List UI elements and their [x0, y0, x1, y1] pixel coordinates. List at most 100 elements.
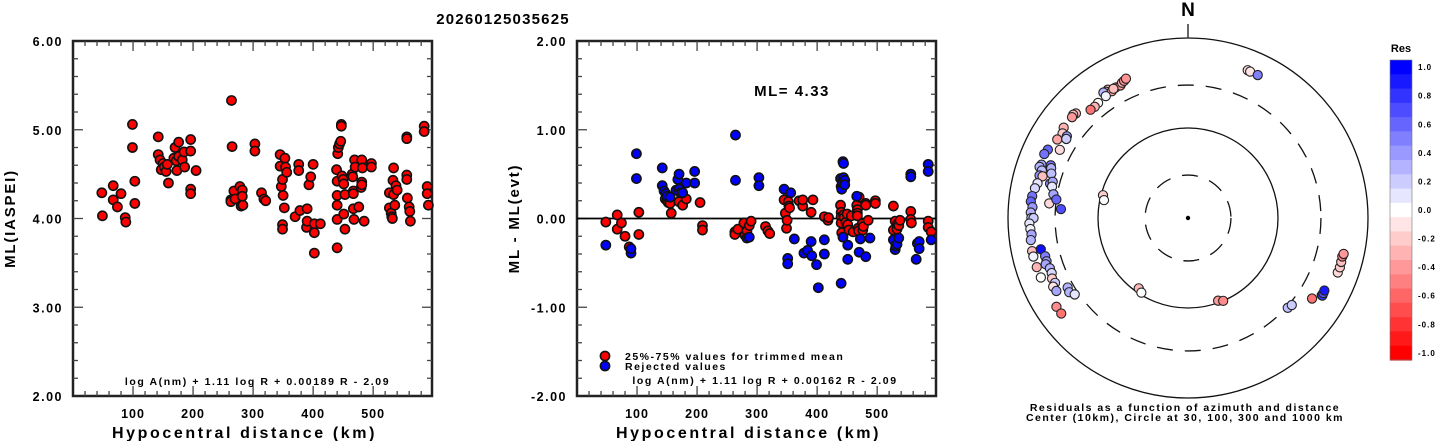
colorbar-segment [1390, 74, 1412, 90]
rejected-point [730, 129, 741, 141]
rejected-point [689, 177, 701, 189]
rejected-point [805, 236, 817, 247]
ml-data-point [356, 179, 368, 191]
ml-data-point [418, 126, 430, 137]
rejected-point [673, 168, 685, 180]
rejected-point [922, 166, 934, 177]
ml-data-point [314, 218, 326, 230]
trimmed-mean-point [860, 199, 872, 211]
colorbar-segment [1390, 217, 1412, 233]
x-tick-label: 100 [121, 407, 145, 421]
ml-data-point [404, 205, 416, 217]
colorbar-tick-label: -0.4 [1418, 263, 1436, 272]
station-residual-point [1306, 293, 1318, 304]
ml-data-point [185, 145, 197, 157]
colorbar-tick-label: 0.2 [1418, 177, 1432, 186]
x-tick-label: 100 [625, 407, 649, 421]
ml-data-point [301, 203, 313, 215]
ml-data-point [237, 199, 249, 211]
ml-data-point [347, 188, 359, 200]
distance-circle-100km [1097, 127, 1279, 309]
rejected-point [812, 282, 824, 294]
x-tick-label: 400 [301, 407, 325, 421]
station-residual-point [1051, 194, 1062, 205]
rejected-point [893, 232, 905, 244]
formula-annotation: log A(nm) + 1.11 log R + 0.00189 R - 2.0… [125, 376, 390, 388]
rejected-point [600, 239, 612, 251]
station-residual-point [1085, 104, 1096, 115]
trimmed-mean-point [862, 214, 874, 226]
rejected-point [785, 187, 797, 199]
ml-value-annotation: ML= 4.33 [754, 83, 830, 100]
ml-data-point [391, 184, 403, 196]
y-tick-label: 6.00 [33, 35, 63, 49]
ml-data-point [339, 223, 351, 235]
ml-data-point [129, 175, 141, 187]
station-residual-point [1338, 248, 1349, 260]
ml-data-point [277, 223, 288, 235]
trimmed-mean-point [633, 229, 645, 240]
trimmed-mean-point [805, 206, 817, 218]
rejected-point [782, 258, 794, 270]
x-tick-label: 500 [361, 407, 385, 421]
x-axis-label: Hypocentral distance (km) [112, 425, 377, 441]
rejected-point [788, 233, 800, 245]
ml-data-point [120, 216, 132, 228]
rejected-point [818, 248, 830, 260]
colorbar-segment [1390, 160, 1412, 175]
ml-data-point [97, 210, 108, 222]
station-residual-point [1061, 133, 1072, 145]
station-residual-point [1069, 289, 1080, 300]
ml-data-point [277, 190, 289, 201]
rejected-point [625, 243, 637, 255]
x-tick-label: 200 [181, 407, 205, 421]
colorbar-tick-label: -0.6 [1418, 292, 1436, 301]
rejected-point [910, 253, 922, 265]
rejected-point [730, 174, 741, 186]
series-stations [96, 95, 434, 259]
colorbar-segment [1390, 202, 1412, 218]
rejected-point [631, 173, 642, 184]
ml-data-point [389, 199, 401, 211]
trimmed-mean-point [764, 228, 776, 239]
polar-caption: Residuals as a function of azimuth and d… [1030, 402, 1340, 414]
station-residual-point [1108, 83, 1119, 94]
station-residual-point [1035, 272, 1046, 283]
colorbar-tick-label: 0.4 [1418, 149, 1432, 158]
ml-data-point [127, 119, 138, 130]
colorbar-tick-label: 0.0 [1418, 206, 1432, 215]
rejected-point [860, 251, 872, 263]
ml-data-point [358, 215, 370, 227]
y-tick-label: 0.00 [537, 213, 567, 227]
trimmed-mean-point [887, 200, 899, 212]
rejected-point [818, 234, 830, 246]
station-residuals [1024, 65, 1349, 319]
ml-data-point [404, 215, 416, 227]
y-tick-label: -2.00 [531, 390, 567, 404]
trimmed-mean-point [807, 194, 819, 206]
y-tick-label: 4.00 [33, 213, 63, 227]
ml-data-point [401, 174, 413, 185]
station-residual-point [1252, 69, 1263, 81]
colorbar-tick-label: 1.0 [1418, 63, 1432, 72]
colorbar-segment [1390, 245, 1412, 261]
ml-data-point [190, 165, 202, 176]
rejected-point [806, 250, 818, 262]
ml-data-point [401, 192, 413, 204]
trimmed-mean-point [619, 230, 631, 242]
colorbar-segment [1390, 145, 1412, 161]
colorbar-segment [1390, 88, 1412, 104]
y-axis-label: ML - ML(evt) [506, 164, 523, 274]
x-tick-label: 300 [745, 407, 769, 421]
trimmed-mean-point [600, 216, 612, 228]
trimmed-mean-point [797, 194, 809, 206]
legend-label: Rejected values [625, 361, 727, 373]
series-rejected [600, 129, 937, 294]
center-point [1185, 215, 1191, 221]
polar-caption: Center (10km), Circle at 30, 100, 300 an… [1026, 412, 1344, 424]
rejected-point [913, 243, 925, 255]
ml-data-point [226, 95, 237, 106]
colorbar-tick-label: -1.0 [1418, 349, 1436, 358]
x-axis-label: Hypocentral distance (km) [616, 425, 881, 441]
formula-annotation: log A(nm) + 1.11 log R + 0.00162 R - 2.0… [632, 375, 897, 387]
